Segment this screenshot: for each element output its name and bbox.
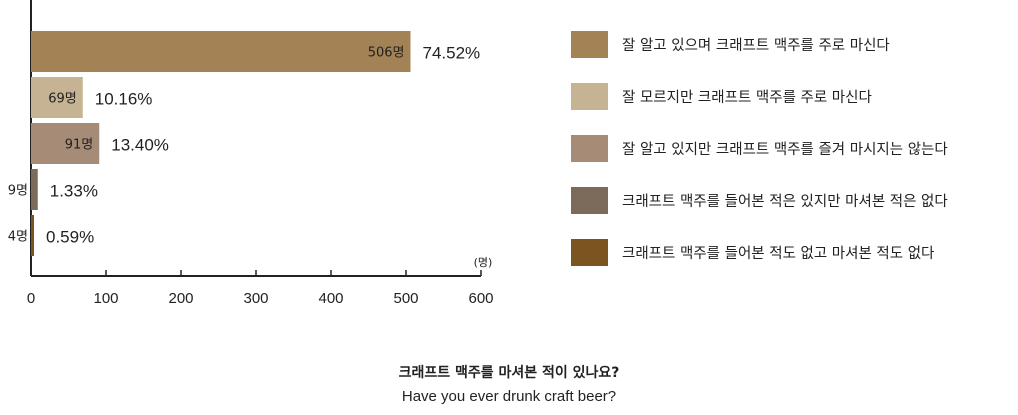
legend-label: 크래프트 맥주를 들어본 적은 있지만 마셔본 적은 없다	[622, 193, 948, 210]
bar-chart: 0 100 200 300 400 500 600 (명) 506명 74.52% 69명 10.16…	[8, 0, 494, 307]
bar	[31, 123, 100, 164]
bar-percent-label: 0.59%	[46, 228, 94, 247]
legend-item: 크래프트 맥주를 들어본 적도 없고 마셔본 적도 없다	[571, 238, 1011, 266]
legend-item: 잘 모르지만 크래프트 맥주를 주로 마신다	[571, 82, 1011, 110]
x-tick-label: 600	[468, 290, 493, 307]
x-axis-unit-label: (명)	[474, 256, 493, 269]
legend-swatch	[571, 238, 608, 266]
legend: 잘 알고 있으며 크래프트 맥주를 주로 마신다 잘 모르지만 크래프트 맥주를…	[571, 30, 1011, 290]
legend-item: 크래프트 맥주를 들어본 적은 있지만 마셔본 적은 없다	[571, 186, 1011, 214]
bar-value-label: 506명	[368, 46, 405, 61]
chart-caption-english: Have you ever drunk craft beer?	[401, 388, 617, 405]
bar-percent-label: 13.40%	[111, 136, 169, 155]
legend-swatch	[571, 186, 608, 214]
bar-value-label: 69명	[48, 92, 77, 107]
x-tick-label: 500	[393, 290, 418, 307]
bar	[31, 31, 411, 72]
legend-label: 잘 모르지만 크래프트 맥주를 주로 마신다	[622, 89, 872, 106]
legend-item: 잘 알고 있지만 크래프트 맥주를 즐겨 마시지는 않는다	[571, 134, 1011, 162]
legend-label: 잘 알고 있으며 크래프트 맥주를 주로 마신다	[622, 37, 890, 54]
legend-swatch	[571, 30, 608, 58]
bar-value-label: 4명	[8, 230, 28, 245]
x-tick-label: 100	[93, 290, 118, 307]
x-tick-label: 200	[168, 290, 193, 307]
bar	[31, 77, 83, 118]
bar	[31, 215, 34, 256]
x-tick-label: 300	[243, 290, 268, 307]
x-tick-label: 0	[27, 290, 35, 307]
bar-percent-label: 1.33%	[50, 182, 98, 201]
bar-value-label: 9명	[8, 184, 28, 199]
bar-percent-label: 10.16%	[95, 90, 153, 109]
bar	[31, 169, 38, 210]
legend-item: 잘 알고 있으며 크래프트 맥주를 주로 마신다	[571, 30, 1011, 58]
legend-swatch	[571, 82, 608, 110]
bar-value-label: 91명	[65, 138, 94, 153]
legend-label: 잘 알고 있지만 크래프트 맥주를 즐겨 마시지는 않는다	[622, 141, 948, 158]
chart-caption-korean: 크래프트 맥주를 마셔본 적이 있나요?	[398, 365, 620, 381]
x-tick-label: 400	[318, 290, 343, 307]
legend-label: 크래프트 맥주를 들어본 적도 없고 마셔본 적도 없다	[622, 245, 935, 262]
legend-swatch	[571, 134, 608, 162]
bar-percent-label: 74.52%	[423, 44, 481, 63]
